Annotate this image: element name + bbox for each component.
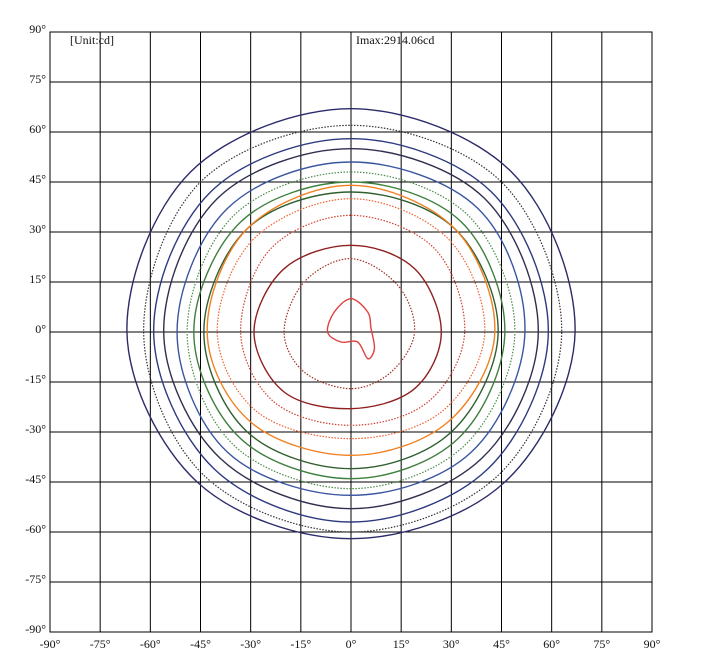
y-tick-label: -15° bbox=[25, 372, 46, 386]
y-tick-label: 60° bbox=[29, 122, 46, 136]
contour-line bbox=[283, 258, 416, 390]
x-tick-label: -75° bbox=[90, 637, 111, 651]
contour-line bbox=[126, 107, 576, 540]
y-tick-label: -45° bbox=[25, 472, 46, 486]
x-tick-label: 60° bbox=[543, 637, 560, 651]
contour-line bbox=[152, 137, 550, 523]
contour-line bbox=[326, 297, 376, 360]
x-tick-label: -60° bbox=[140, 637, 161, 651]
contour-line bbox=[253, 244, 443, 410]
contour-line bbox=[143, 124, 563, 533]
y-tick-label: 75° bbox=[29, 72, 46, 86]
contour-line bbox=[240, 214, 466, 426]
y-tick-label: -75° bbox=[25, 572, 46, 586]
x-tick-label: 30° bbox=[443, 637, 460, 651]
y-tick-label: 90° bbox=[29, 22, 46, 36]
y-tick-label: -90° bbox=[25, 622, 46, 636]
x-tick-label: -45° bbox=[190, 637, 211, 651]
contour-line bbox=[163, 147, 539, 510]
contour-line bbox=[203, 191, 499, 470]
contour-line bbox=[176, 161, 526, 497]
x-tick-label: 0° bbox=[346, 637, 357, 651]
contour-line bbox=[216, 198, 486, 440]
x-tick-label: 75° bbox=[593, 637, 610, 651]
x-tick-label: -30° bbox=[240, 637, 261, 651]
x-tick-label: -90° bbox=[40, 637, 61, 651]
y-tick-label: 15° bbox=[29, 272, 46, 286]
x-tick-label: 45° bbox=[493, 637, 510, 651]
x-tick-label: -15° bbox=[290, 637, 311, 651]
y-tick-label: 0° bbox=[35, 322, 46, 336]
x-tick-label: 90° bbox=[644, 637, 661, 651]
contour-line bbox=[186, 171, 516, 490]
x-tick-label: 15° bbox=[393, 637, 410, 651]
imax-label: Imax:2914.06cd bbox=[356, 33, 434, 47]
contour-line bbox=[193, 181, 506, 480]
y-tick-label: -30° bbox=[25, 422, 46, 436]
contours bbox=[126, 107, 576, 540]
unit-label: [Unit:cd] bbox=[70, 33, 114, 47]
contour-line bbox=[206, 184, 496, 457]
y-tick-label: -60° bbox=[25, 522, 46, 536]
y-tick-label: 45° bbox=[29, 172, 46, 186]
y-tick-label: 30° bbox=[29, 222, 46, 236]
